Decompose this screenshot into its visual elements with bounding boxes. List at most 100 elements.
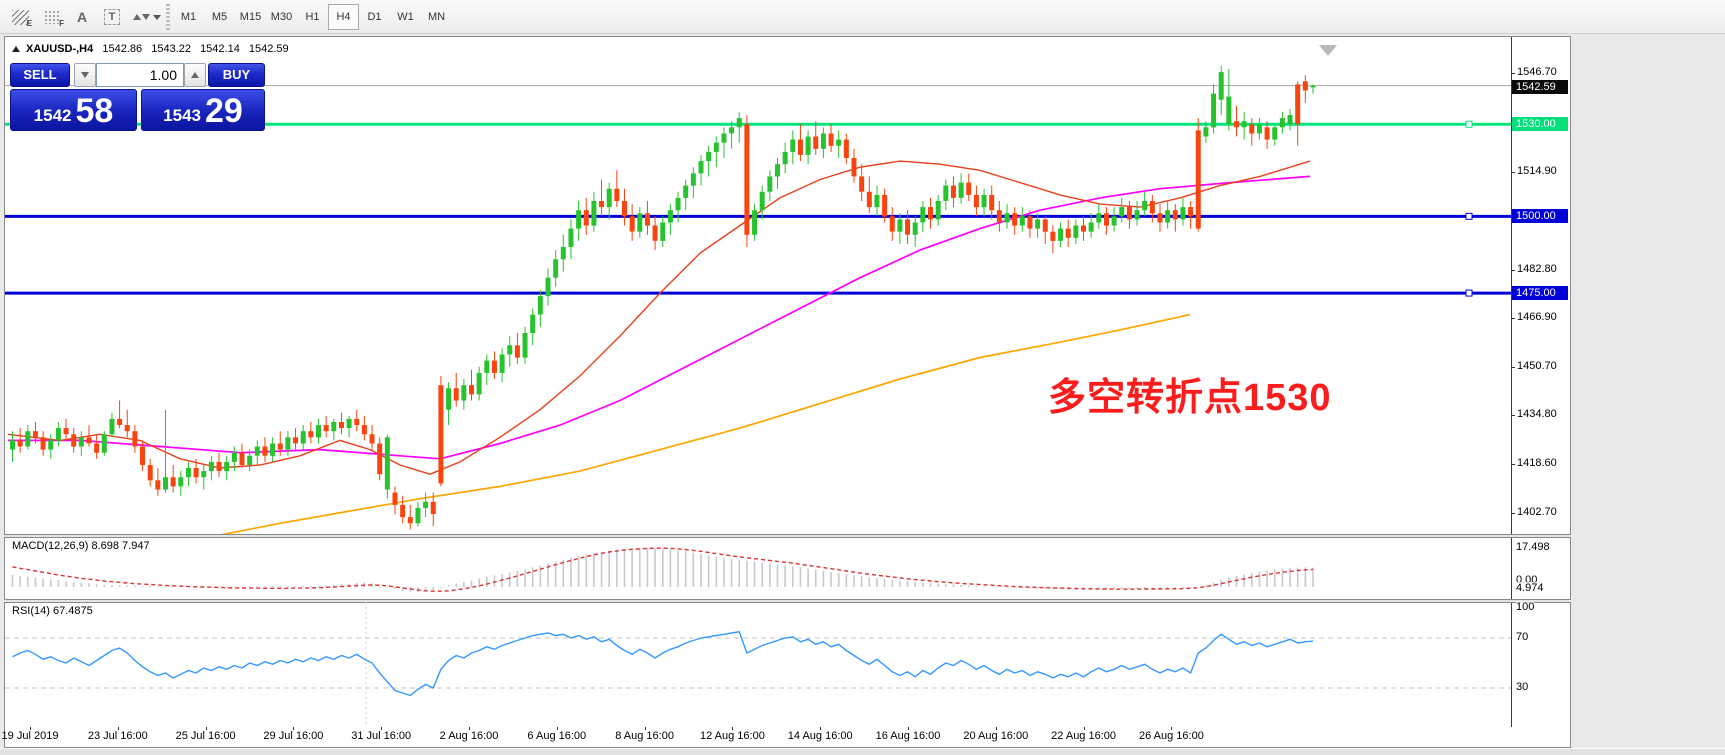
time-tickmark bbox=[820, 727, 822, 730]
timeframe-button-M30[interactable]: M30 bbox=[270, 11, 293, 23]
price-tickmark bbox=[1511, 464, 1515, 465]
time-label: 25 Jul 16:00 bbox=[175, 730, 236, 742]
price-badge-1530.00: 1530.00 bbox=[1512, 117, 1568, 131]
price-tick-label: 1546.70 bbox=[1517, 66, 1557, 78]
arrange-up-glyph bbox=[133, 14, 141, 20]
macd-panel[interactable] bbox=[11, 547, 1314, 593]
bid-price-small: 1542 bbox=[33, 106, 72, 125]
time-tickmark bbox=[908, 727, 909, 730]
grid-glyph bbox=[43, 10, 61, 24]
macd-signal-line bbox=[12, 547, 1314, 592]
buy-button[interactable]: BUY bbox=[208, 63, 265, 87]
rsi-axis-label: 70 bbox=[1516, 631, 1529, 643]
chart-annotation[interactable]: 多空转折点1530 bbox=[1048, 377, 1332, 419]
time-tickmark bbox=[205, 727, 207, 730]
time-tickmark bbox=[30, 727, 31, 730]
volume-increment-button[interactable] bbox=[184, 63, 206, 87]
macd-axis-label: 4.974 bbox=[1516, 582, 1544, 594]
rsi-panel[interactable] bbox=[5, 602, 1511, 727]
grid-tool-icon[interactable]: F bbox=[38, 5, 66, 29]
panel-separator-rsi[interactable] bbox=[4, 599, 1571, 603]
macd-indicator-label: MACD(12,26,9) 8.698 7.947 bbox=[12, 540, 150, 552]
time-label: 16 Aug 16:00 bbox=[875, 730, 941, 742]
time-axis[interactable] bbox=[5, 727, 1570, 746]
toolbar: E F A T M1 M5 M15 M30 H1 H4 D1 W1 MN bbox=[0, 0, 1725, 34]
price-tickmark bbox=[1511, 367, 1515, 368]
time-label: 8 Aug 16:00 bbox=[615, 730, 674, 742]
time-tickmark bbox=[117, 727, 119, 730]
sell-button[interactable]: SELL bbox=[10, 63, 70, 87]
price-tick-label: 1402.70 bbox=[1517, 506, 1557, 518]
time-tickmark bbox=[995, 727, 997, 730]
time-tickmark bbox=[732, 727, 734, 730]
text-box-icon[interactable]: T bbox=[98, 5, 126, 29]
hatch-glyph bbox=[11, 9, 29, 25]
arrange-down-glyph bbox=[142, 14, 150, 20]
grid-tool-sublabel: F bbox=[59, 19, 64, 28]
chart-ohlc-header: XAUUSD-,H4 1542.86 1543.22 1542.14 1542.… bbox=[12, 43, 295, 55]
time-label: 14 Aug 16:00 bbox=[787, 730, 853, 742]
rsi-line bbox=[12, 631, 1314, 697]
panel-separator-macd[interactable] bbox=[4, 534, 1571, 538]
collapse-triangle-icon[interactable] bbox=[12, 46, 20, 52]
price-badge-1542.59: 1542.59 bbox=[1512, 80, 1568, 94]
ohlc-low: 1542.14 bbox=[200, 43, 240, 55]
main-chart-panel[interactable] bbox=[5, 45, 1511, 536]
hatch-tool-sublabel: E bbox=[26, 19, 32, 28]
timeframe-button-M1[interactable]: M1 bbox=[180, 11, 197, 23]
chart-shift-marker[interactable] bbox=[1319, 45, 1337, 56]
price-tick-label: 1466.90 bbox=[1517, 311, 1557, 323]
ma-line-orange bbox=[220, 313, 1191, 534]
timeframe-button-H4[interactable]: H4 bbox=[328, 4, 359, 30]
ma-line-red bbox=[7, 160, 1311, 475]
chevron-down-icon bbox=[153, 14, 161, 20]
bid-price-big: 58 bbox=[75, 92, 114, 131]
hline-handle[interactable] bbox=[1465, 212, 1473, 220]
hline-handle[interactable] bbox=[1465, 289, 1473, 297]
time-tickmark bbox=[469, 727, 470, 730]
timeframe-button-H1[interactable]: H1 bbox=[305, 11, 320, 23]
arrow-up-icon bbox=[191, 72, 199, 78]
time-tickmark bbox=[293, 727, 295, 730]
timeframe-button-row: M1 M5 M15 M30 H1 H4 D1 W1 MN bbox=[173, 4, 452, 30]
ask-price-small: 1543 bbox=[163, 106, 201, 125]
timeframe-button-D1[interactable]: D1 bbox=[367, 11, 382, 23]
price-tickmark bbox=[1511, 270, 1515, 271]
rsi-axis-label: 30 bbox=[1516, 681, 1529, 693]
time-tickmark bbox=[1171, 727, 1173, 730]
price-tick-label: 1482.80 bbox=[1517, 263, 1557, 275]
ohlc-open: 1542.86 bbox=[102, 43, 143, 55]
price-tickmark bbox=[1511, 172, 1515, 173]
volume-input[interactable] bbox=[96, 63, 184, 87]
volume-decrement-button[interactable] bbox=[74, 63, 96, 87]
timeframe-button-M5[interactable]: M5 bbox=[211, 11, 228, 23]
time-label: 22 Aug 16:00 bbox=[1051, 730, 1117, 742]
time-tickmark bbox=[381, 727, 383, 730]
price-tickmark bbox=[1511, 73, 1515, 74]
price-tick-label: 1418.60 bbox=[1517, 457, 1557, 469]
time-label: 20 Aug 16:00 bbox=[963, 730, 1029, 742]
toolbar-separator bbox=[166, 4, 170, 30]
price-badge-1475.00: 1475.00 bbox=[1512, 286, 1568, 300]
text-box-glyph: T bbox=[104, 9, 120, 25]
text-label-icon[interactable]: A bbox=[68, 5, 96, 29]
time-tickmark bbox=[556, 727, 558, 730]
timeframe-button-MN[interactable]: MN bbox=[427, 11, 446, 23]
arrow-down-icon bbox=[81, 72, 89, 78]
ohlc-high: 1543.22 bbox=[151, 43, 191, 55]
workspace-empty-area bbox=[1571, 35, 1725, 755]
ohlc-close: 1542.59 bbox=[248, 43, 289, 55]
rsi-axis-label: 100 bbox=[1516, 601, 1535, 613]
timeframe-button-M15[interactable]: M15 bbox=[239, 11, 262, 23]
time-tickmark bbox=[1083, 727, 1085, 730]
price-axis[interactable] bbox=[1511, 37, 1570, 746]
hatch-tool-icon[interactable]: E bbox=[6, 5, 34, 29]
symbol-title: XAUUSD-,H4 bbox=[26, 43, 94, 55]
arrange-arrows-icon[interactable] bbox=[130, 5, 164, 29]
timeframe-button-W1[interactable]: W1 bbox=[397, 11, 414, 23]
status-strip bbox=[0, 748, 1725, 755]
hline-handle[interactable] bbox=[1465, 120, 1473, 128]
ask-quote-panel[interactable]: 1543 29 bbox=[141, 89, 265, 131]
bid-quote-panel[interactable]: 1542 58 bbox=[10, 89, 137, 131]
